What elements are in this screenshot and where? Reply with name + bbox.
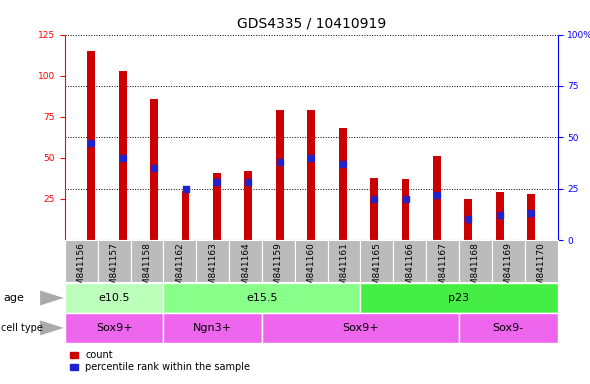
Bar <box>525 240 558 282</box>
Text: GSM841167: GSM841167 <box>438 242 447 297</box>
Bar <box>196 240 229 282</box>
Text: e10.5: e10.5 <box>99 293 130 303</box>
Bar <box>496 192 504 240</box>
Legend: count, percentile rank within the sample: count, percentile rank within the sample <box>70 351 250 372</box>
Bar <box>87 51 95 240</box>
Bar <box>98 240 130 282</box>
Text: age: age <box>3 293 24 303</box>
Bar <box>360 283 558 313</box>
Bar <box>492 240 525 282</box>
Text: p23: p23 <box>448 293 470 303</box>
Bar <box>244 171 253 240</box>
Bar <box>182 191 189 240</box>
Title: GDS4335 / 10410919: GDS4335 / 10410919 <box>237 17 386 31</box>
Text: e15.5: e15.5 <box>246 293 278 303</box>
Bar <box>459 240 492 282</box>
Bar <box>402 179 409 240</box>
Bar <box>65 240 98 282</box>
Bar <box>394 240 426 282</box>
Text: Sox9+: Sox9+ <box>342 323 379 333</box>
Text: GSM841160: GSM841160 <box>307 242 316 297</box>
Bar <box>360 240 394 282</box>
Bar <box>65 313 163 343</box>
Text: GSM841157: GSM841157 <box>110 242 119 297</box>
Bar <box>163 313 262 343</box>
Text: GSM841159: GSM841159 <box>274 242 283 297</box>
Text: cell type: cell type <box>1 323 42 333</box>
Text: GSM841163: GSM841163 <box>208 242 217 297</box>
Bar <box>327 240 360 282</box>
Polygon shape <box>40 320 64 336</box>
Text: GSM841164: GSM841164 <box>241 242 250 297</box>
Bar <box>150 99 158 240</box>
Bar <box>339 128 346 240</box>
Bar <box>307 110 315 240</box>
Text: Sox9+: Sox9+ <box>96 323 133 333</box>
Text: GSM841156: GSM841156 <box>77 242 86 297</box>
Bar <box>65 283 163 313</box>
Bar <box>163 283 360 313</box>
Bar <box>163 240 196 282</box>
Bar <box>262 313 459 343</box>
Bar <box>130 240 163 282</box>
Text: GSM841170: GSM841170 <box>537 242 546 297</box>
Bar <box>229 240 262 282</box>
Text: GSM841161: GSM841161 <box>340 242 349 297</box>
Bar <box>426 240 459 282</box>
Text: GSM841168: GSM841168 <box>471 242 480 297</box>
Bar <box>464 199 473 240</box>
Text: GSM841165: GSM841165 <box>372 242 381 297</box>
Text: GSM841158: GSM841158 <box>143 242 152 297</box>
Bar <box>370 177 378 240</box>
Bar <box>527 194 535 240</box>
Text: GSM841162: GSM841162 <box>175 242 184 297</box>
Bar <box>262 240 295 282</box>
Bar <box>433 156 441 240</box>
Polygon shape <box>40 290 64 306</box>
Text: Ngn3+: Ngn3+ <box>193 323 232 333</box>
Text: GSM841166: GSM841166 <box>405 242 414 297</box>
Bar <box>213 173 221 240</box>
Bar <box>295 240 327 282</box>
Bar <box>119 71 127 240</box>
Text: GSM841169: GSM841169 <box>504 242 513 297</box>
Bar <box>276 110 284 240</box>
Bar <box>459 313 558 343</box>
Text: Sox9-: Sox9- <box>493 323 524 333</box>
